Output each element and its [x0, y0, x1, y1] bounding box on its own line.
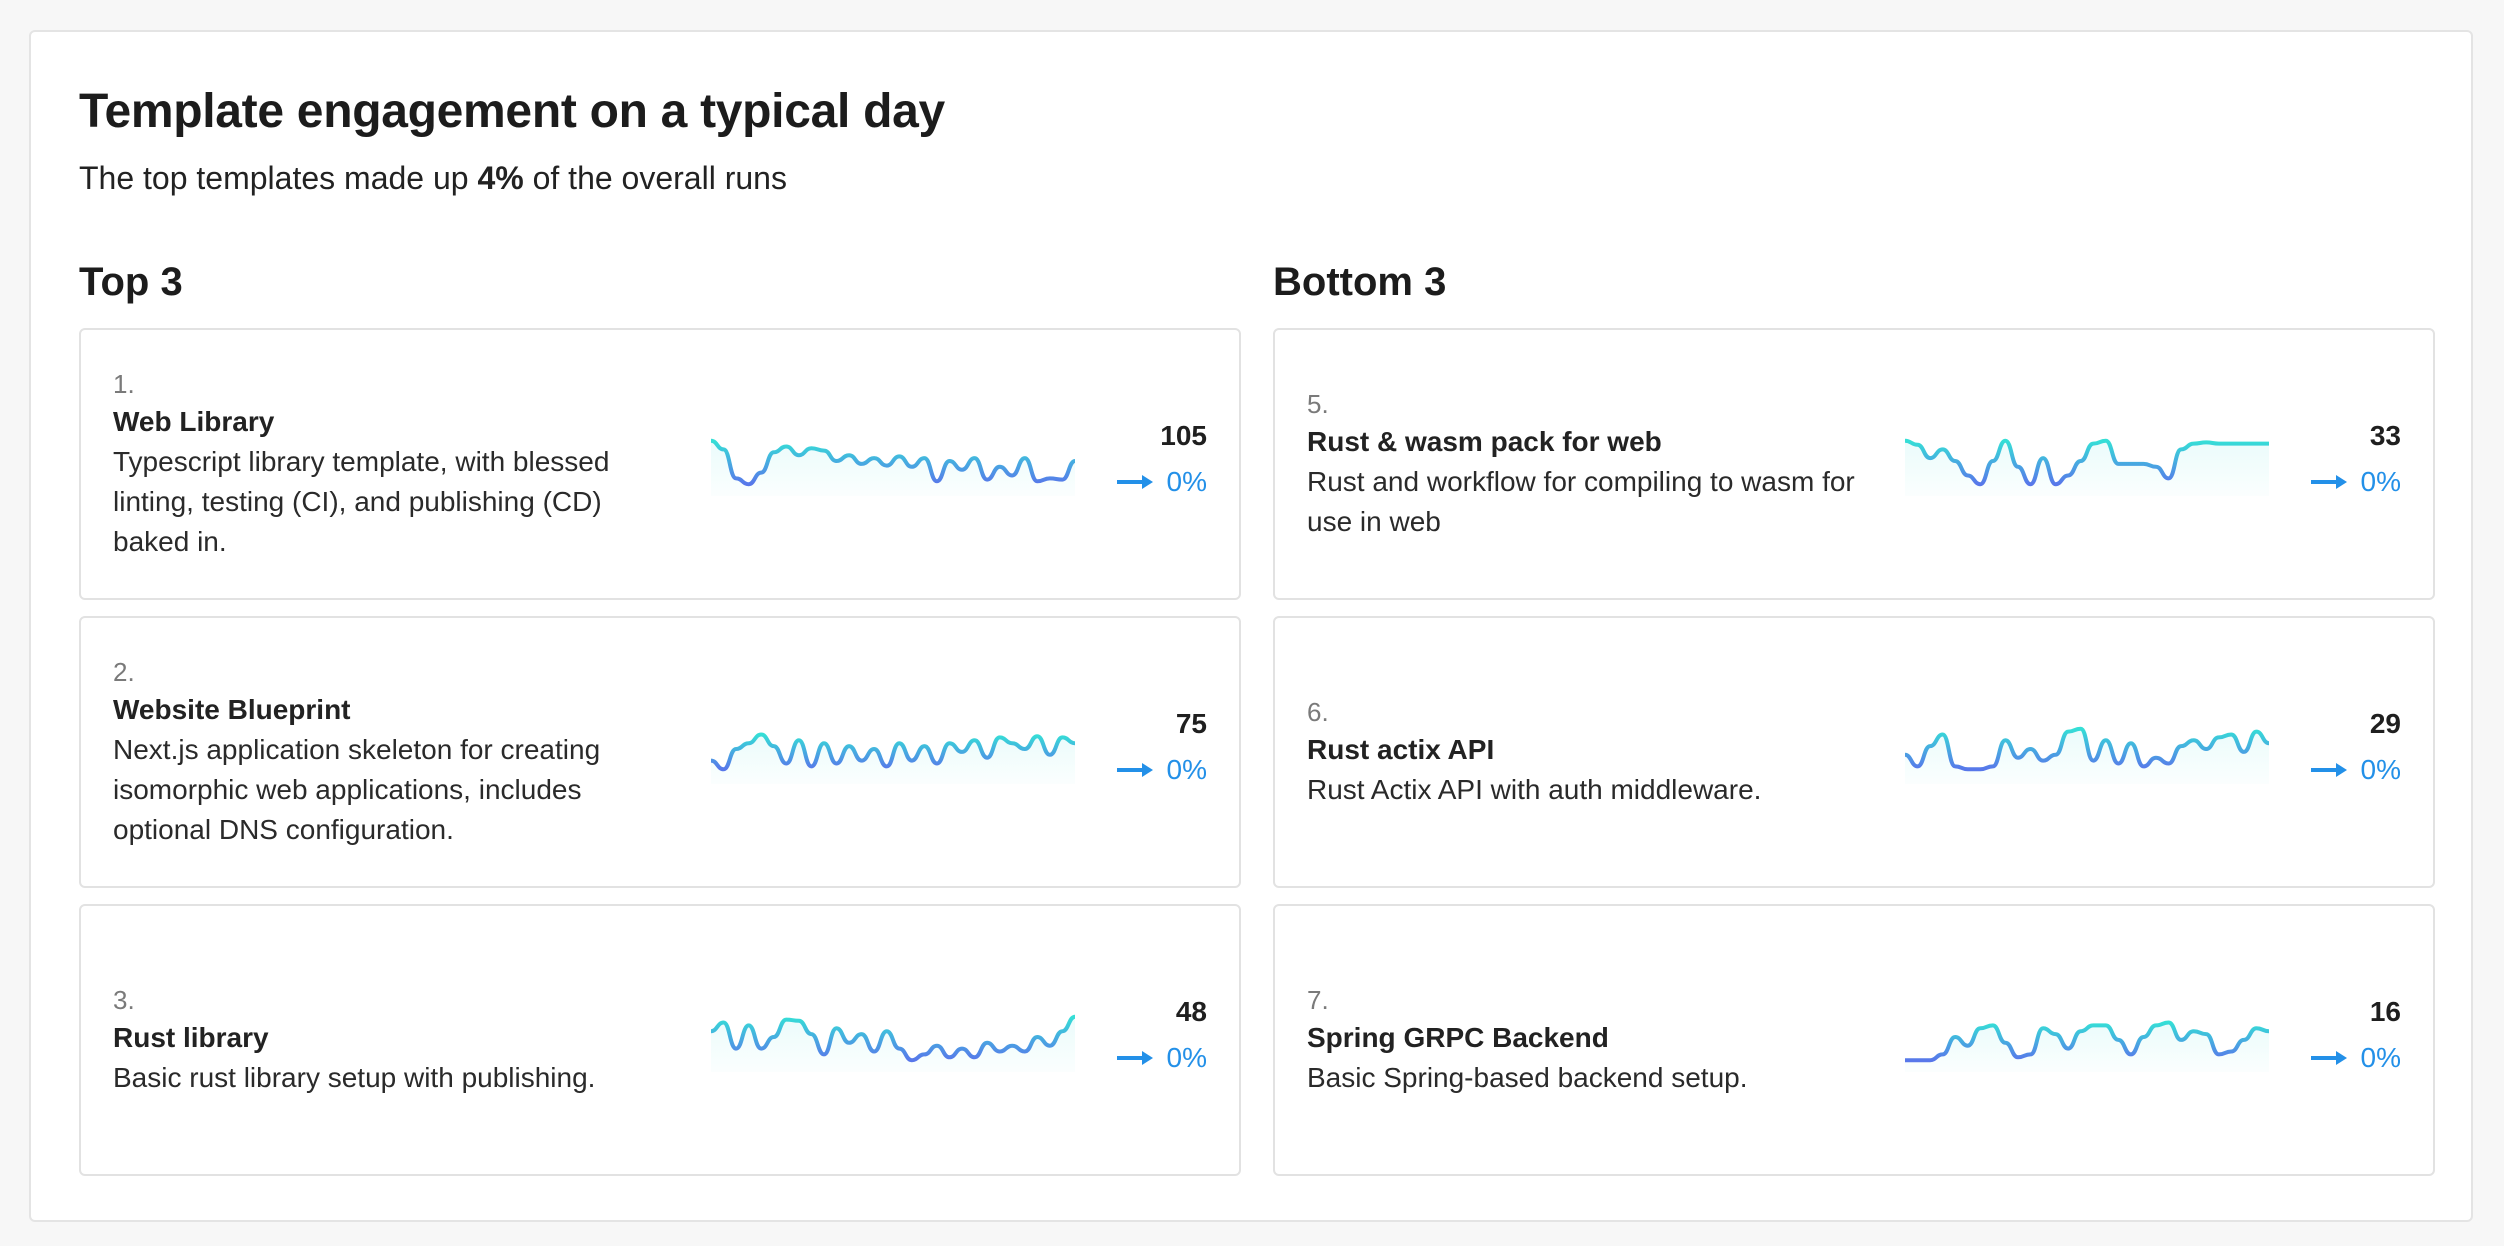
change-indicator: 0%: [2309, 752, 2401, 788]
sparkline-line: [1905, 726, 2269, 772]
sparkline-line: [1905, 1020, 2269, 1063]
run-count: 29: [2369, 708, 2401, 739]
trend-sparkline: [1905, 1020, 2269, 1072]
run-count: 48: [1175, 996, 1207, 1027]
card-name: Rust & wasm pack for web: [1307, 426, 1662, 457]
trend-sparkline: [1905, 438, 2269, 496]
change-indicator: 0%: [2309, 1040, 2401, 1076]
sparkline-area: [1905, 728, 2269, 784]
card-name: Website Blueprint: [113, 694, 351, 725]
trend-sparkline: [711, 438, 1075, 496]
change-value: 0%: [1166, 754, 1207, 785]
sparkline-line: [711, 1014, 1075, 1063]
card-description: Rust Actix API with auth middleware.: [1307, 774, 1762, 805]
change-indicator: 0%: [1115, 752, 1207, 788]
card-rank: 1.: [113, 369, 135, 399]
card-description: Basic Spring-based backend setup.: [1307, 1062, 1748, 1093]
change-value: 0%: [2360, 754, 2401, 785]
card-text: 6. Rust actix API Rust Actix API with au…: [1307, 694, 1867, 810]
sparkline-area: [1905, 1022, 2269, 1072]
card-rank: 3.: [113, 985, 135, 1015]
arrow-right-icon: [1116, 1051, 1153, 1065]
sparkline-line: [711, 438, 1075, 487]
section-title-top: Top 3: [79, 260, 183, 304]
engagement-panel: Template engagement on a typical day The…: [29, 30, 2473, 1222]
trend-sparkline: [711, 732, 1075, 784]
change-indicator: 0%: [1115, 1040, 1207, 1076]
card-text: 2. Website Blueprint Next.js application…: [113, 654, 673, 850]
card-rank: 2.: [113, 657, 135, 687]
template-card-bottom-1[interactable]: 5. Rust & wasm pack for web Rust and wor…: [1273, 328, 2435, 600]
template-card-top-3[interactable]: 3. Rust library Basic rust library setup…: [79, 904, 1241, 1176]
change-value: 0%: [1166, 466, 1207, 497]
subtitle-suffix: of the overall runs: [523, 160, 787, 196]
change-indicator: 0%: [1115, 464, 1207, 500]
change-value: 0%: [1166, 1042, 1207, 1073]
template-card-bottom-3[interactable]: 7. Spring GRPC Backend Basic Spring-base…: [1273, 904, 2435, 1176]
arrow-right-icon: [2310, 763, 2347, 777]
card-rank: 7.: [1307, 985, 1329, 1015]
card-description: Typescript library template, with blesse…: [113, 446, 610, 557]
card-description: Next.js application skeleton for creatin…: [113, 734, 601, 845]
run-count: 105: [1160, 420, 1207, 451]
page-subtitle: The top templates made up 4% of the over…: [79, 160, 787, 197]
card-name: Rust actix API: [1307, 734, 1495, 765]
card-text: 3. Rust library Basic rust library setup…: [113, 982, 673, 1098]
arrow-right-icon: [1116, 475, 1153, 489]
arrow-right-icon: [1116, 763, 1153, 777]
sparkline-line: [1905, 438, 2269, 487]
run-count: 33: [2369, 420, 2401, 451]
page-title: Template engagement on a typical day: [79, 85, 945, 138]
card-description: Rust and workflow for compiling to wasm …: [1307, 466, 1855, 537]
card-description: Basic rust library setup with publishing…: [113, 1062, 596, 1093]
card-name: Rust library: [113, 1022, 269, 1053]
subtitle-prefix: The top templates made up: [79, 160, 478, 196]
subtitle-highlight: 4%: [477, 160, 524, 196]
arrow-right-icon: [2310, 475, 2347, 489]
template-card-top-1[interactable]: 1. Web Library Typescript library templa…: [79, 328, 1241, 600]
change-value: 0%: [2360, 466, 2401, 497]
card-text: 5. Rust & wasm pack for web Rust and wor…: [1307, 386, 1867, 542]
run-count: 16: [2369, 996, 2401, 1027]
trend-sparkline: [1905, 726, 2269, 784]
change-value: 0%: [2360, 1042, 2401, 1073]
arrow-right-icon: [2310, 1051, 2347, 1065]
card-text: 7. Spring GRPC Backend Basic Spring-base…: [1307, 982, 1867, 1098]
template-card-bottom-2[interactable]: 6. Rust actix API Rust Actix API with au…: [1273, 616, 2435, 888]
sparkline-line: [711, 732, 1075, 772]
card-text: 1. Web Library Typescript library templa…: [113, 366, 673, 562]
card-rank: 5.: [1307, 389, 1329, 419]
card-name: Spring GRPC Backend: [1307, 1022, 1609, 1053]
card-name: Web Library: [113, 406, 275, 437]
template-card-top-2[interactable]: 2. Website Blueprint Next.js application…: [79, 616, 1241, 888]
card-rank: 6.: [1307, 697, 1329, 727]
section-title-bottom: Bottom 3: [1273, 260, 1447, 304]
run-count: 75: [1175, 708, 1207, 739]
trend-sparkline: [711, 1014, 1075, 1072]
change-indicator: 0%: [2309, 464, 2401, 500]
